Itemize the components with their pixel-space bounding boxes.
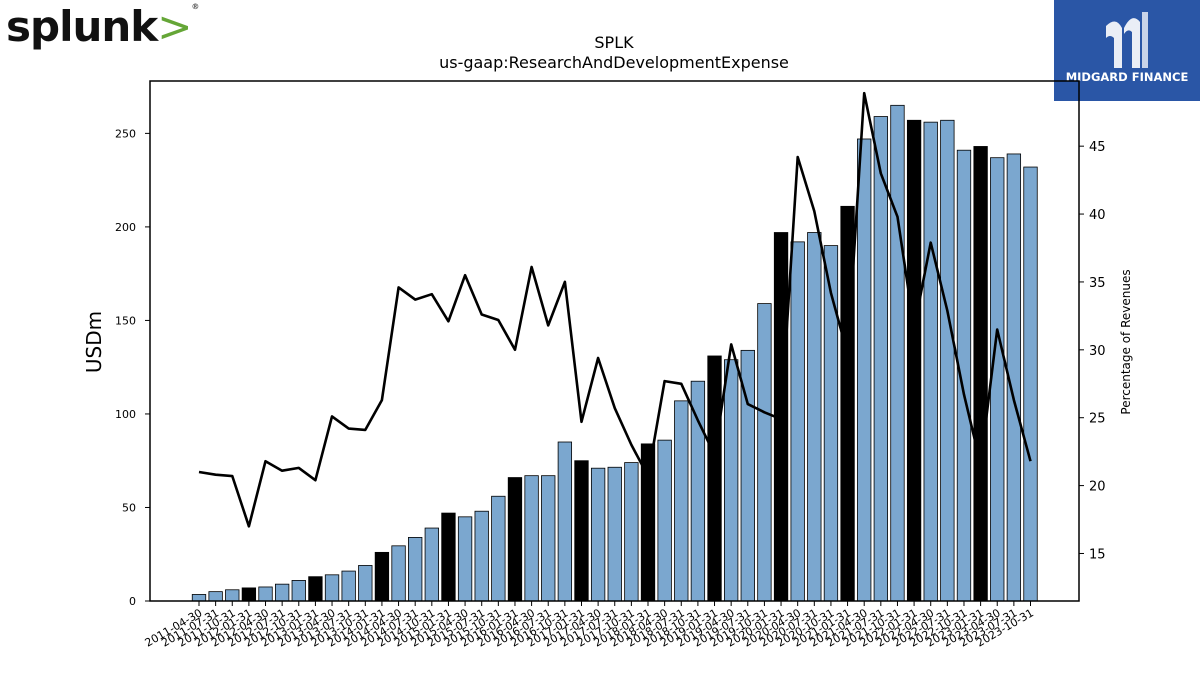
y2-tick-label: 15 [1089, 547, 1106, 562]
y-axis-label: USDm [82, 311, 106, 373]
bar [557, 441, 573, 602]
midgard-mark-icon [1106, 12, 1148, 69]
bar [1023, 166, 1038, 602]
y2-tick-label: 35 [1089, 276, 1106, 291]
y-tick-label: 200 [115, 221, 136, 234]
bar [823, 245, 839, 602]
bar [391, 545, 406, 602]
bar [225, 589, 240, 602]
bar [890, 104, 905, 602]
bar [990, 157, 1005, 602]
bar [524, 475, 539, 602]
bar [424, 527, 439, 602]
bar-series [191, 104, 1038, 602]
bar [857, 138, 872, 602]
y2-tick-label: 40 [1089, 208, 1106, 223]
y2-tick-label: 45 [1089, 140, 1106, 155]
bar [923, 121, 938, 602]
bar [757, 303, 772, 602]
line-series [198, 91, 1032, 528]
y2-tick-label: 20 [1089, 480, 1106, 495]
bar [474, 510, 489, 602]
bar [191, 594, 207, 602]
bar [507, 477, 523, 602]
bar [574, 460, 589, 602]
bar [408, 537, 423, 602]
y-tick-label: 250 [115, 127, 136, 140]
bar [491, 495, 506, 602]
y-tick-label: 0 [129, 595, 136, 608]
bar [208, 591, 223, 602]
bar [906, 119, 922, 602]
y2-tick-label: 30 [1089, 344, 1106, 359]
bar [241, 587, 257, 602]
bar [674, 400, 689, 602]
bar [607, 466, 622, 602]
bar [308, 576, 323, 602]
bar [274, 583, 290, 602]
midgard-wordmark: MIDGARD FINANCE [1065, 70, 1189, 84]
bar [258, 586, 273, 602]
bar [374, 551, 390, 602]
y2-tick-label: 25 [1089, 412, 1106, 427]
bar [657, 439, 672, 602]
y-tick-label: 50 [122, 501, 136, 514]
y-tick-label: 150 [115, 314, 136, 327]
midgard-finance-logo: MIDGARD FINANCE [1054, 0, 1200, 101]
bar [807, 232, 822, 602]
bar [690, 380, 706, 602]
y-tick-label: 100 [115, 408, 136, 421]
bar [724, 359, 739, 602]
bar [790, 241, 805, 602]
chart-subtitle: us-gaap:ResearchAndDevelopmentExpense [439, 53, 789, 72]
bar [324, 574, 340, 602]
bar [973, 146, 988, 602]
y2-axis-label: Percentage of Revenues [1119, 269, 1133, 414]
bar [441, 512, 456, 602]
bar [940, 119, 955, 602]
bar [358, 565, 373, 602]
line-percentage [198, 91, 1032, 528]
bar [707, 355, 722, 602]
bar [624, 462, 639, 602]
chart-title: SPLK [594, 33, 634, 52]
splunk-logo: splunk>® [6, 2, 199, 51]
bar [541, 475, 556, 602]
bar [341, 570, 356, 602]
bar [590, 467, 606, 602]
bar [291, 580, 306, 602]
bar [457, 516, 473, 602]
